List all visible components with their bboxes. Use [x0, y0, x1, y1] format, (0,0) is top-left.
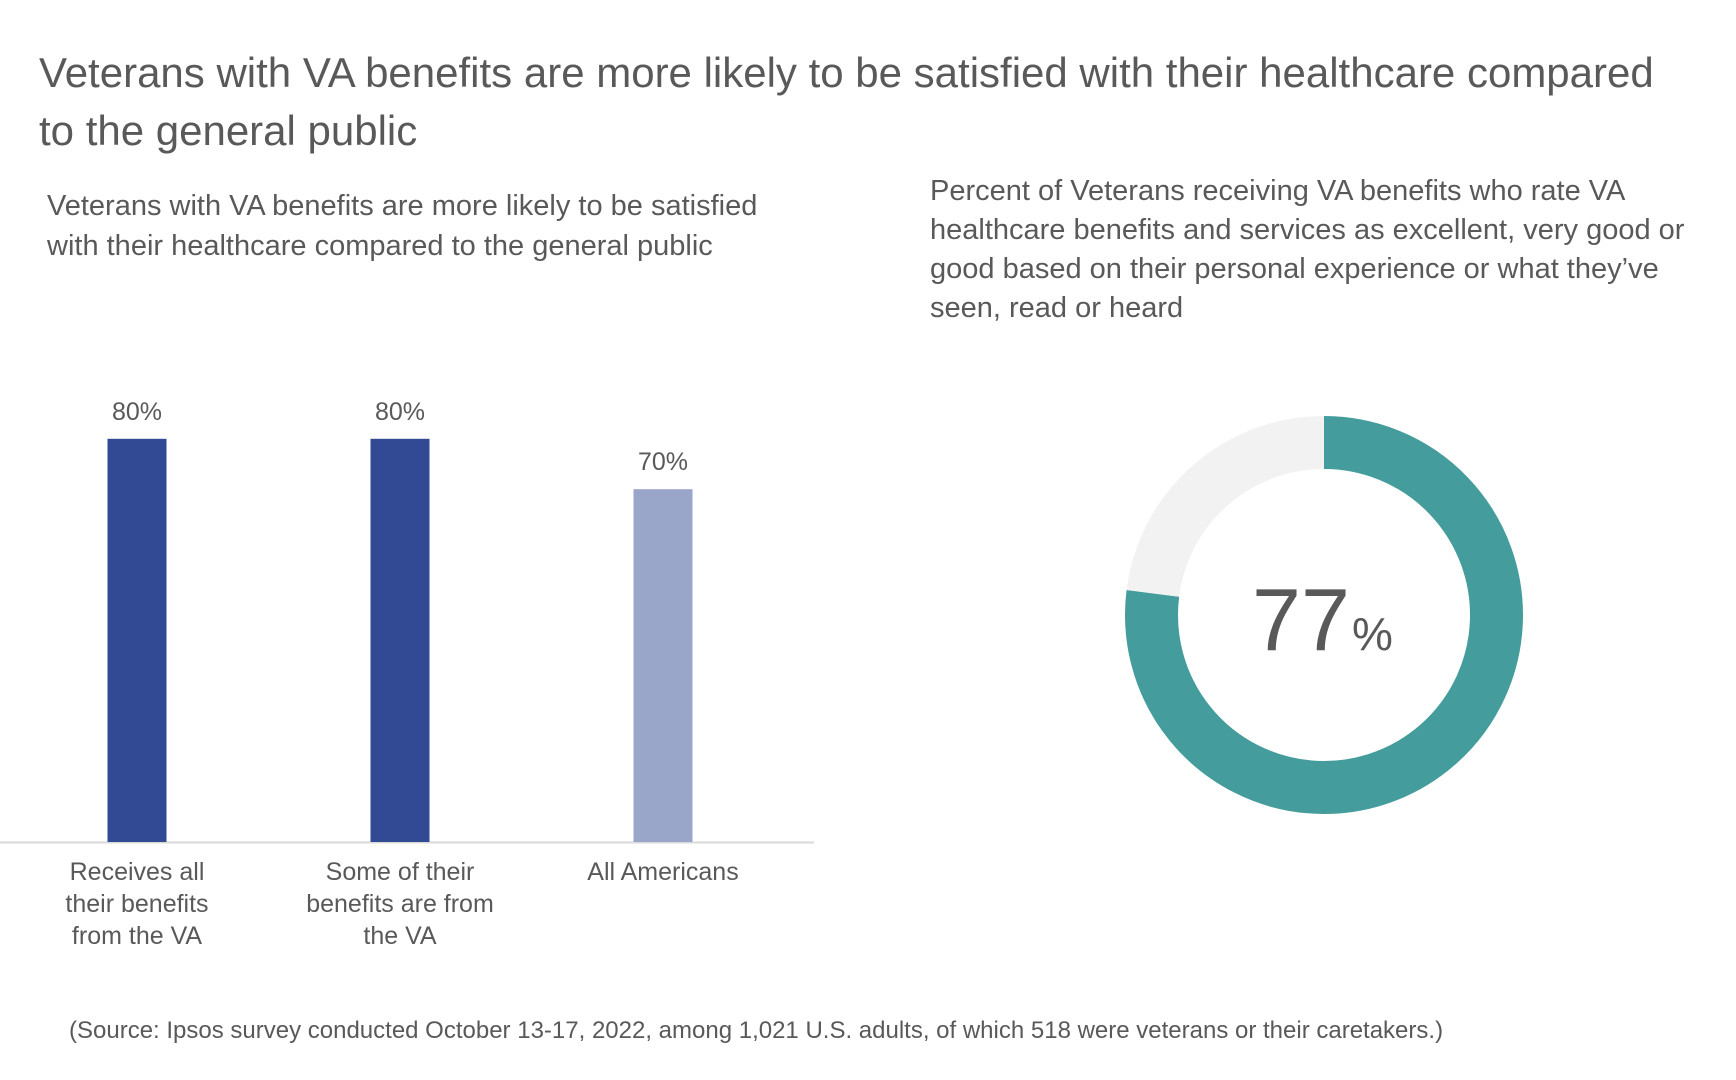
data-label-0: 80%	[112, 398, 162, 426]
data-label-2: 70%	[638, 448, 688, 476]
donut-center-unit: %	[1352, 608, 1393, 660]
category-label-1-0: Some of their	[326, 858, 475, 886]
bar-1	[370, 438, 430, 842]
bar-2	[633, 489, 693, 842]
category-label-1-1: benefits are from	[306, 890, 494, 918]
data-label-1: 80%	[375, 398, 425, 426]
donut-center-value: 77	[1252, 570, 1350, 669]
category-label-1-2: the VA	[363, 922, 437, 950]
donut-slice-1	[1126, 416, 1325, 598]
category-label-0-2: from the VA	[72, 922, 202, 950]
bar-chart-title: Veterans with VA benefits are more likel…	[47, 190, 758, 262]
source-note: (Source: Ipsos survey conducted October …	[69, 1017, 1444, 1044]
category-label-0-1: their benefits	[65, 890, 208, 918]
bar-0	[107, 438, 167, 842]
category-label-0-0: Receives all	[70, 858, 205, 886]
donut-slice-0	[1125, 416, 1523, 814]
donut-chart-title: Percent of Veterans receiving VA benefit…	[930, 175, 1685, 324]
category-label-2-0: All Americans	[587, 858, 738, 886]
page-title: Veterans with VA benefits are more likel…	[39, 49, 1654, 154]
